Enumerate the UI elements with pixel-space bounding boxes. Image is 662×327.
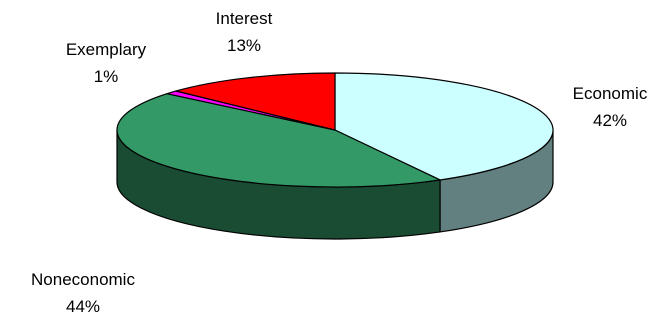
pie-labels: Economic 42% Noneconomic 44% Exemplary 1% Inte… — [31, 9, 648, 316]
slice-percent-exemplary: 1% — [94, 67, 119, 86]
pie-slice-noneconomic — [116, 93, 441, 188]
pie-slice-economic — [334, 72, 554, 181]
pie-slice-interest — [175, 72, 336, 131]
slice-percent-interest: 13% — [227, 36, 261, 55]
slice-label-economic: Economic — [573, 84, 648, 103]
slice-label-interest: Interest — [216, 9, 273, 28]
slice-percent-economic: 42% — [593, 111, 627, 130]
slice-percent-noneconomic: 44% — [66, 297, 100, 316]
slice-label-noneconomic: Noneconomic — [31, 270, 135, 289]
slice-label-exemplary: Exemplary — [66, 40, 147, 59]
pie-tops — [116, 72, 554, 188]
